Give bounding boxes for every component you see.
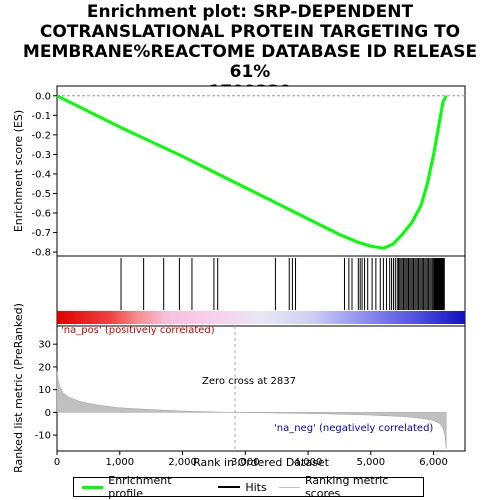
es-ytick-label: -0.2 — [31, 130, 51, 141]
legend-item-profile: Enrichment profile — [82, 474, 206, 500]
legend-label-hits: Hits — [245, 480, 267, 494]
enrichment-profile-line — [56, 94, 448, 250]
legend-label-profile: Enrichment profile — [108, 474, 172, 500]
es-ytick-label: -0.3 — [31, 150, 51, 161]
title-line-1: Enrichment plot: SRP-DEPENDENT — [86, 2, 414, 22]
hits-layer — [120, 258, 445, 310]
axes-layer: 0.0 -0.1 -0.2 -0.3 -0.4 -0.5 -0.6 -0.7 -0.8 30 20 1… — [31, 91, 447, 468]
es-ytick-label: -0.4 — [31, 169, 51, 180]
es-ytick-label: 0.0 — [35, 91, 51, 102]
es-ytick-label: -0.8 — [31, 248, 51, 259]
metric-xtick-label: 1,000 — [105, 457, 134, 468]
metric-ytick-label: 0 — [45, 408, 51, 419]
legend: Enrichment profile Hits Ranking metric s… — [73, 474, 424, 500]
es-layer — [56, 94, 465, 250]
legend-swatch-metric — [278, 486, 300, 488]
metric-layer — [56, 326, 447, 451]
legend-label-metric: Ranking metric scores — [304, 474, 389, 500]
metric-xtick-label: 2,000 — [168, 457, 197, 468]
metric-xtick-label: 6,000 — [419, 457, 448, 468]
metric-xtick-label: 3,000 — [231, 457, 260, 468]
metric-panel — [56, 325, 466, 452]
metric-xtick-label: 0 — [54, 457, 60, 468]
title-line-2: COTRANSLATIONAL PROTEIN TARGETING TO — [39, 22, 461, 42]
es-ytick-label: -0.1 — [31, 111, 51, 122]
es-ytick-label: -0.7 — [31, 228, 51, 239]
ranking-heatmap-bar — [57, 311, 465, 324]
legend-item-hits: Hits — [218, 480, 267, 494]
zero-cross-annotation: Zero cross at 2837 — [202, 376, 296, 387]
legend-swatch-hits — [218, 486, 241, 488]
es-ytick-label: -0.5 — [31, 189, 51, 200]
metric-xtick-label: 4,000 — [294, 457, 323, 468]
neg-annotation: 'na_neg' (negatively correlated) — [274, 423, 433, 434]
pos-annotation: 'na_pos' (positively correlated) — [61, 325, 215, 336]
chart-title: Enrichment plot: SRP-DEPENDENT COTRANSLA… — [0, 2, 500, 102]
legend-swatch-profile — [82, 485, 104, 489]
legend-item-metric: Ranking metric scores — [278, 474, 423, 500]
metric-ytick-label: -10 — [35, 431, 51, 442]
title-line-3: MEMBRANE%REACTOME DATABASE ID RELEASE 61… — [22, 42, 478, 82]
metric-xtick-label: 5,000 — [357, 457, 386, 468]
metric-ytick-label: 30 — [38, 340, 51, 351]
es-ytick-label: -0.6 — [31, 209, 51, 220]
metric-ylabel: Ranked list metric (PreRanked) — [12, 303, 25, 473]
metric-xlabel: Rank in Ordered Dataset — [193, 456, 330, 469]
metric-ytick-label: 20 — [38, 362, 51, 373]
es-ylabel: Enrichment score (ES) — [12, 110, 25, 232]
metric-ytick-label: 10 — [38, 385, 51, 396]
ranking-metric-area — [56, 371, 447, 449]
